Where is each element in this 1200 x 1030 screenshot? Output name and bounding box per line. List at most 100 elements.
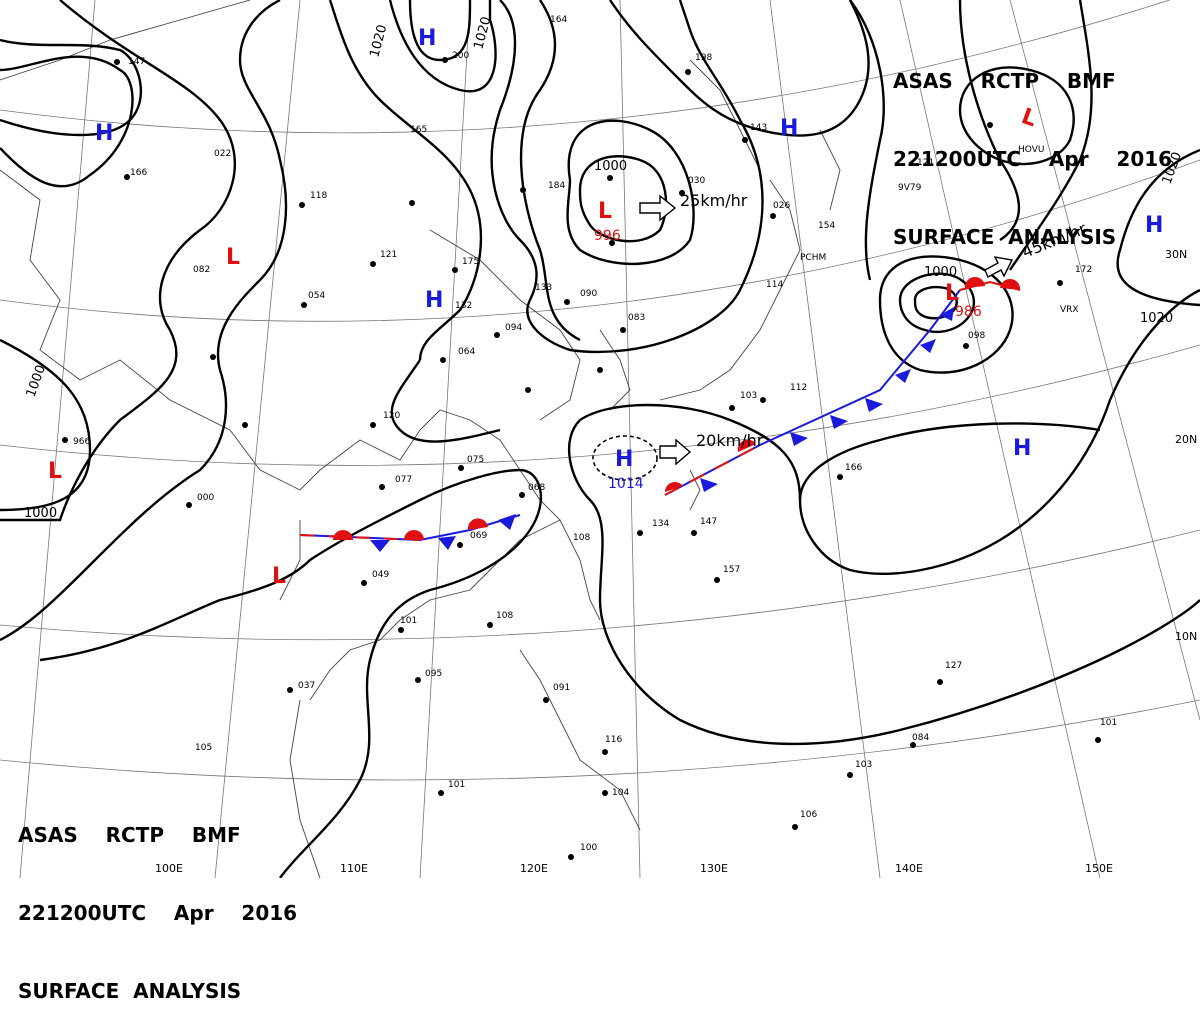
lat-label: 20N bbox=[1175, 433, 1197, 446]
station-label: 103 bbox=[740, 391, 757, 401]
low-center: L bbox=[226, 245, 240, 270]
movement-speed: 20km/hr bbox=[696, 431, 764, 450]
station-label: 112 bbox=[790, 383, 807, 393]
station-label: 091 bbox=[553, 683, 570, 693]
graticule bbox=[0, 0, 1200, 878]
station-label: PCHM bbox=[800, 253, 826, 263]
station-label: 120 bbox=[383, 411, 400, 421]
station-label: 068 bbox=[528, 483, 545, 493]
station-label: 082 bbox=[193, 265, 210, 275]
low-pressure-value: 986 bbox=[955, 304, 982, 320]
station-label: 095 bbox=[425, 669, 442, 679]
station-label: 166 bbox=[130, 168, 147, 178]
station-label: 026 bbox=[773, 201, 790, 211]
header-bottom-left: ASAS RCTP BMF 221200UTC Apr 2016 SURFACE… bbox=[18, 770, 297, 1030]
movement-speed: 25km/hr bbox=[680, 191, 748, 210]
header-line-1: ASAS RCTP BMF bbox=[18, 823, 241, 847]
station-label: 200 bbox=[452, 51, 469, 61]
station-label: 108 bbox=[573, 533, 590, 543]
lon-label: 120E bbox=[520, 862, 548, 875]
station-label: 966 bbox=[73, 437, 90, 447]
station-label: 198 bbox=[695, 53, 712, 63]
low-center: L bbox=[272, 564, 286, 589]
lon-label: 100E bbox=[155, 862, 183, 875]
station-label: 049 bbox=[372, 570, 389, 580]
low-pressure-value: 996 bbox=[594, 228, 621, 244]
header-line-2: 221200UTC Apr 2016 bbox=[18, 901, 298, 925]
movement-arrows bbox=[639, 194, 1014, 466]
lon-label: 110E bbox=[340, 862, 368, 875]
header-top-right: ASAS RCTP BMF 221200UTC Apr 2016 SURFACE… bbox=[893, 16, 1172, 276]
header-line-3: SURFACE ANALYSIS bbox=[893, 225, 1117, 249]
station-label: 133 bbox=[535, 283, 552, 293]
isobar-label-1000: 1000 bbox=[24, 506, 57, 521]
header-line-1: ASAS RCTP BMF bbox=[893, 69, 1116, 93]
station-label: 083 bbox=[628, 313, 645, 323]
station-label: 166 bbox=[845, 463, 862, 473]
isobar-label-1000: 1000 bbox=[924, 265, 957, 280]
station-label: 154 bbox=[818, 221, 835, 231]
station-label: 118 bbox=[310, 191, 327, 201]
station-label: 037 bbox=[298, 681, 315, 691]
low-center: L bbox=[598, 199, 612, 224]
station-label: 134 bbox=[652, 519, 669, 529]
station-label: 121 bbox=[917, 158, 934, 168]
station-label: 114 bbox=[766, 280, 783, 290]
station-label: 077 bbox=[395, 475, 412, 485]
weather-map: 147 164 200 198 143 166 165 118 121 175 … bbox=[0, 0, 1200, 878]
station-label: 165 bbox=[410, 125, 427, 135]
station-label: 100 bbox=[580, 843, 597, 853]
station-dots bbox=[62, 57, 1101, 860]
lon-label: 140E bbox=[895, 862, 923, 875]
station-numbers: 147 164 200 198 143 166 165 118 121 175 … bbox=[73, 15, 1117, 853]
header-line-2: 221200UTC Apr 2016 bbox=[893, 147, 1173, 171]
low-center: L bbox=[48, 459, 62, 484]
station-label: 121 bbox=[380, 250, 397, 260]
station-label: 175 bbox=[462, 257, 479, 267]
station-label: 116 bbox=[605, 735, 622, 745]
station-label: 9V79 bbox=[898, 183, 922, 193]
high-center: H bbox=[95, 121, 113, 146]
station-label: 147 bbox=[128, 57, 145, 67]
station-label: 090 bbox=[580, 289, 597, 299]
fronts bbox=[299, 276, 1021, 552]
lon-label: 150E bbox=[1085, 862, 1113, 875]
station-label: 172 bbox=[1075, 265, 1092, 275]
station-label: 094 bbox=[505, 323, 522, 333]
high-center: H bbox=[615, 447, 633, 472]
high-center: H bbox=[1145, 213, 1163, 238]
station-label: 108 bbox=[496, 611, 513, 621]
station-label: 064 bbox=[458, 347, 475, 357]
high-1014-dashed bbox=[592, 435, 658, 481]
station-label: 030 bbox=[688, 176, 705, 186]
station-label: 069 bbox=[470, 531, 487, 541]
center-values: 996 986 1014 bbox=[594, 228, 982, 492]
lat-label: 30N bbox=[1165, 248, 1187, 261]
station-label: 101 bbox=[400, 616, 417, 626]
high-pressure-value: 1014 bbox=[608, 476, 644, 492]
station-label: 157 bbox=[723, 565, 740, 575]
station-label: 101 bbox=[1100, 718, 1117, 728]
isobar-label-1000: 1000 bbox=[594, 159, 627, 174]
station-label: 164 bbox=[550, 15, 567, 25]
station-label: 101 bbox=[448, 780, 465, 790]
high-center: H bbox=[1013, 436, 1031, 461]
graticule-labels: 30N 20N 10N 100E 110E 120E 130E 140E 150… bbox=[155, 248, 1197, 875]
station-label: 103 bbox=[855, 760, 872, 770]
low-center: L bbox=[945, 281, 959, 306]
station-label: 022 bbox=[214, 149, 231, 159]
station-label: 106 bbox=[800, 810, 817, 820]
station-label: 054 bbox=[308, 291, 325, 301]
high-center: H bbox=[780, 116, 798, 141]
station-label: HOVU bbox=[1018, 145, 1044, 155]
station-label: 104 bbox=[612, 788, 629, 798]
station-label: 075 bbox=[467, 455, 484, 465]
station-label: 084 bbox=[912, 733, 929, 743]
isobars bbox=[0, 0, 1200, 878]
station-label: 132 bbox=[455, 301, 472, 311]
station-label: 000 bbox=[197, 493, 214, 503]
lon-label: 130E bbox=[700, 862, 728, 875]
high-center: H bbox=[425, 288, 443, 313]
station-label: 127 bbox=[945, 661, 962, 671]
station-label: 098 bbox=[968, 331, 985, 341]
